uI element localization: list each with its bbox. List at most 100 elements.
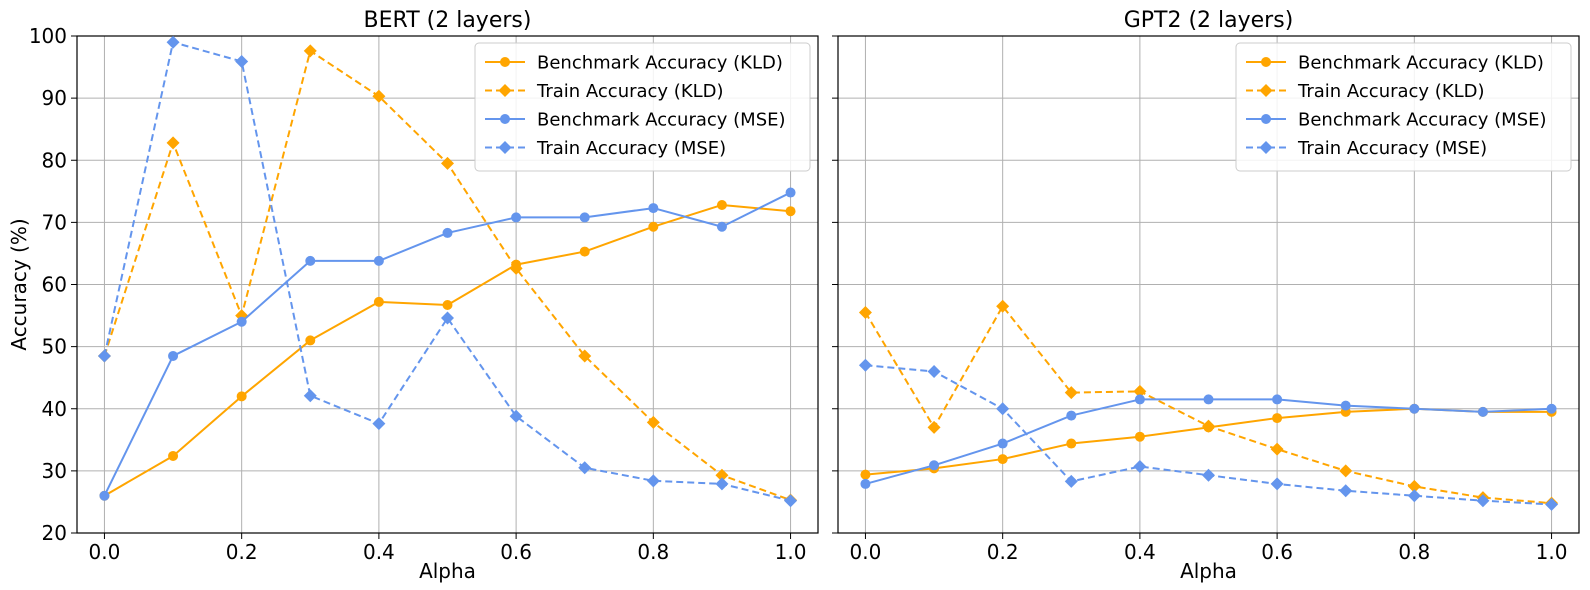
circle-marker — [236, 391, 247, 402]
circle-marker — [373, 296, 384, 307]
circle-marker — [373, 255, 384, 266]
circle-marker — [1546, 403, 1557, 414]
diamond-marker — [441, 156, 454, 170]
legend-circle-marker — [500, 57, 510, 67]
legend-label: Benchmark Accuracy (KLD) — [1298, 53, 1544, 74]
diamond-marker — [1133, 384, 1147, 398]
legend-entry: Train Accuracy (MSE) — [1246, 138, 1487, 159]
diamond-marker — [784, 494, 798, 508]
circle-marker — [1203, 394, 1214, 405]
circle-marker — [579, 212, 590, 223]
circle-marker — [1134, 431, 1145, 442]
diamond-marker — [1202, 468, 1215, 482]
circle-marker — [305, 255, 316, 266]
series-1 — [99, 199, 796, 501]
x-axis-label: Alpha — [419, 559, 476, 583]
diamond-marker — [235, 54, 249, 68]
circle-marker — [997, 438, 1008, 449]
x-axis-label: Alpha — [1180, 559, 1237, 583]
circle-marker — [997, 454, 1008, 465]
x-tick-label: 0.2 — [987, 540, 1019, 564]
diamond-marker — [97, 349, 111, 363]
series-4 — [97, 35, 798, 508]
series-4 — [858, 358, 1559, 511]
diamond-marker — [996, 299, 1010, 313]
circle-marker — [860, 469, 871, 480]
circle-marker — [99, 490, 110, 501]
diamond-marker — [1270, 442, 1284, 456]
diamond-marker — [646, 415, 660, 429]
diamond-marker — [1407, 489, 1421, 503]
legend-entry: Train Accuracy (KLD) — [1246, 81, 1485, 102]
x-tick-label: 0.8 — [1398, 540, 1430, 564]
legend-circle-marker — [500, 114, 510, 124]
circle-marker — [305, 335, 316, 346]
y-tick-label: 100 — [29, 24, 67, 48]
diamond-marker — [441, 311, 454, 325]
legend-circle-marker — [1261, 57, 1271, 67]
legend-entry: Benchmark Accuracy (KLD) — [1246, 53, 1544, 74]
series-line — [103, 191, 792, 497]
legend-label: Train Accuracy (KLD) — [1297, 81, 1485, 102]
legend-label: Train Accuracy (MSE) — [536, 138, 726, 159]
x-tick-label: 0.2 — [226, 540, 258, 564]
diamond-marker — [715, 468, 729, 482]
diamond-marker — [1476, 494, 1490, 508]
legend-box — [474, 42, 811, 172]
circle-marker — [716, 199, 727, 210]
diamond-marker — [996, 402, 1010, 416]
series-line — [103, 203, 791, 497]
panel-2: 0.0 0.2 0.4 0.6 0.8 1.0 GPT2 (2 layers) Alpha Be… — [832, 8, 1580, 583]
diamond-marker — [509, 409, 523, 423]
series-line — [865, 364, 1552, 506]
y-tick-label: 50 — [42, 335, 67, 359]
legend-label: Train Accuracy (MSE) — [1297, 138, 1487, 159]
circle-marker — [442, 227, 453, 238]
diamond-marker — [927, 420, 941, 434]
diamond-marker — [303, 389, 317, 403]
series-3 — [860, 394, 1557, 489]
legend: Benchmark Accuracy (KLD) Train Accuracy (… — [474, 42, 811, 172]
legend-circle-marker — [1261, 114, 1271, 124]
y-tick-label: 80 — [42, 148, 67, 172]
diamond-marker — [372, 417, 386, 431]
panel-1: 0.0 0.2 0.4 0.6 0.8 1.0 20 30 40 50 60 70 80 90 100 BER… — [7, 8, 819, 583]
legend-diamond-marker — [1259, 141, 1273, 154]
diamond-marker — [1202, 419, 1215, 433]
legend-diamond-marker — [498, 84, 512, 97]
legend-entry: Benchmark Accuracy (MSE) — [485, 110, 786, 131]
circle-marker — [1340, 400, 1351, 411]
y-tick-label: 90 — [42, 86, 67, 110]
circle-marker — [511, 212, 522, 223]
panel-title: BERT (2 layers) — [364, 8, 532, 33]
diamond-marker — [858, 358, 872, 372]
legend-entry: Benchmark Accuracy (KLD) — [485, 53, 783, 74]
legend-diamond-marker — [1259, 84, 1273, 97]
circle-marker — [1477, 406, 1488, 417]
circle-marker — [1272, 413, 1283, 424]
y-tick-label: 40 — [42, 397, 67, 421]
series-line — [865, 407, 1552, 476]
y-tick-label: 20 — [42, 521, 67, 545]
diamond-marker — [166, 136, 180, 150]
legend-label: Benchmark Accuracy (KLD) — [537, 53, 783, 74]
series-1 — [860, 403, 1557, 480]
diamond-marker — [1064, 474, 1078, 488]
legend-entry: Train Accuracy (MSE) — [485, 138, 726, 159]
x-tick-label: 0.6 — [500, 540, 532, 564]
legend-label: Benchmark Accuracy (MSE) — [537, 110, 786, 131]
diamond-marker — [1339, 464, 1353, 478]
diamond-marker — [1270, 477, 1284, 491]
panel-title: GPT2 (2 layers) — [1124, 8, 1294, 33]
diamond-marker — [509, 261, 523, 275]
diamond-marker — [1339, 484, 1353, 498]
x-tick-label: 0.8 — [637, 540, 669, 564]
diamond-marker — [715, 477, 729, 491]
circle-marker — [1134, 394, 1145, 405]
y-tick-label: 70 — [42, 210, 67, 234]
x-tick-label: 0.4 — [363, 540, 395, 564]
circle-marker — [716, 221, 727, 232]
circle-marker — [648, 203, 659, 214]
y-axis-label: Accuracy (%) — [7, 218, 31, 350]
